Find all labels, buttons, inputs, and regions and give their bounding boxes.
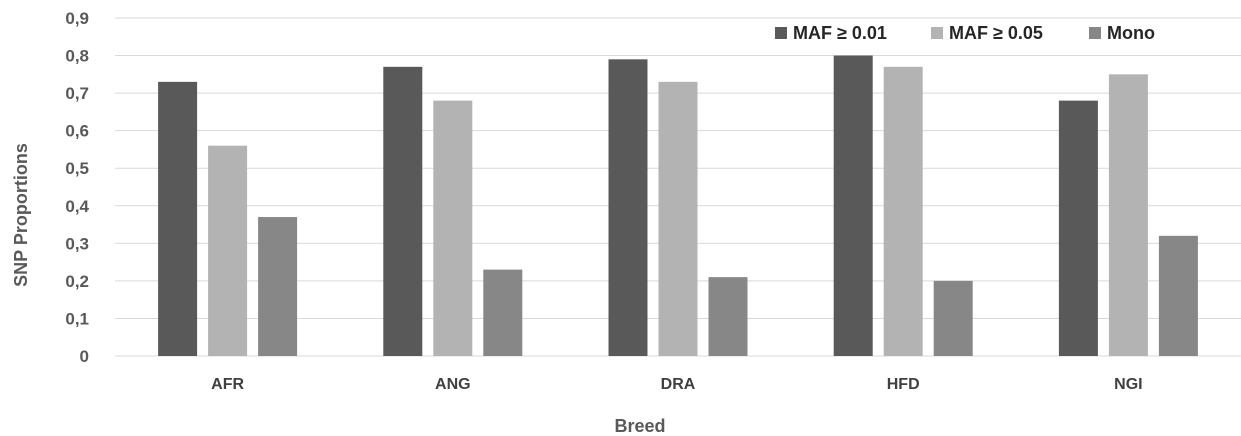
y-tick-label: 0,1 [65,309,89,328]
x-axis-ticks: AFR ANG DRA HFD NGI [211,376,1142,393]
bar-hfd-1 [833,55,873,357]
bar-hfd-2 [883,66,923,357]
legend: MAF ≥ 0.01 MAF ≥ 0.05 Mono [775,23,1155,43]
legend-label: Mono [1107,23,1155,43]
bar-dra-3 [708,277,748,356]
bar-ngi-1 [1058,100,1098,356]
x-tick-label: AFR [211,376,244,393]
y-tick-label: 0,3 [65,234,89,253]
bar-ngi-3 [1158,235,1198,356]
x-axis-title: Breed [614,416,665,436]
bar-ang-1 [383,66,423,357]
bars [158,55,1198,357]
y-tick-label: 0,2 [65,272,89,291]
bar-hfd-3 [933,280,973,356]
y-tick-label: 0,7 [65,84,89,103]
y-tick-label: 0,9 [65,9,89,28]
bar-afr-1 [158,81,198,356]
y-tick-label: 0 [80,347,89,366]
legend-swatch [931,27,943,39]
y-axis-ticks: 0 0,1 0,2 0,3 0,4 0,5 0,6 0,7 0,8 0,9 [65,9,89,366]
bar-dra-1 [608,59,648,357]
y-tick-label: 0,6 [65,122,89,141]
x-tick-label: NGI [1114,376,1142,393]
y-tick-label: 0,4 [65,197,89,216]
legend-swatch [775,27,787,39]
y-tick-label: 0,8 [65,47,89,66]
bar-afr-3 [258,217,298,356]
y-axis-title: SNP Proportions [11,143,31,287]
bar-ngi-2 [1108,74,1148,356]
x-tick-label: DRA [661,376,696,393]
x-tick-label: HFD [887,376,920,393]
bar-ang-2 [433,100,473,356]
legend-label: MAF ≥ 0.05 [949,23,1043,43]
bar-dra-2 [658,81,698,356]
y-tick-label: 0,5 [65,159,89,178]
bar-ang-3 [483,269,523,356]
legend-swatch [1089,27,1101,39]
x-tick-label: ANG [435,376,471,393]
bar-afr-2 [208,145,248,356]
legend-label: MAF ≥ 0.01 [793,23,887,43]
